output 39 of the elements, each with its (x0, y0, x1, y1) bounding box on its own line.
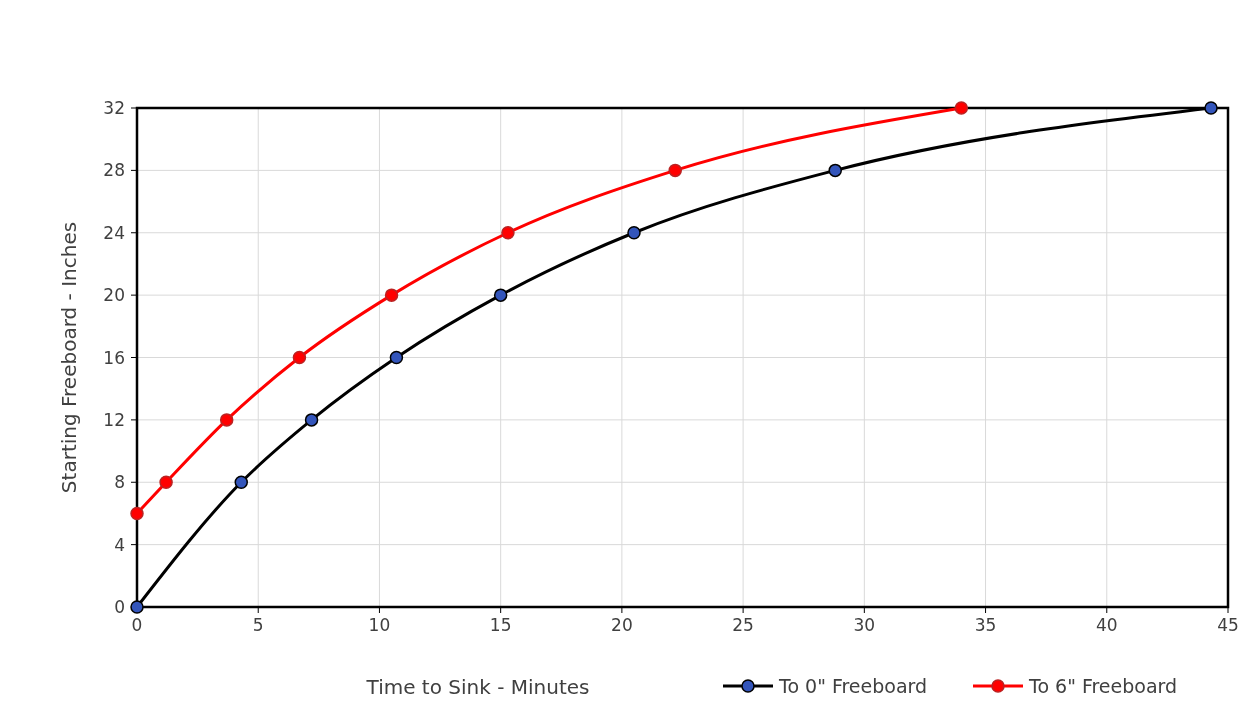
x-tick-label: 45 (1217, 615, 1239, 635)
x-axis-title: Time to Sink - Minutes (365, 675, 590, 699)
point (384, 288, 399, 302)
x-tick-label: 30 (853, 615, 876, 635)
point (389, 350, 404, 365)
y-tick-label: 32 (103, 98, 125, 118)
point (292, 350, 307, 365)
x-tick-label: 40 (1095, 615, 1118, 635)
point (304, 413, 319, 427)
x-tick-label: 20 (611, 615, 633, 635)
point (954, 101, 969, 115)
point (159, 475, 173, 489)
x-tick-label: 15 (489, 615, 512, 635)
point (493, 288, 508, 302)
x-tick-label: 25 (732, 615, 754, 635)
y-tick-label: 24 (103, 222, 125, 243)
y-tick-label: 16 (103, 347, 125, 368)
point (668, 163, 682, 178)
y-axis-title: Starting Freeboard - Inches (57, 221, 81, 494)
point (234, 475, 248, 489)
point (501, 226, 515, 240)
y-tick-label: 20 (103, 285, 125, 306)
point (130, 600, 144, 614)
y-tick-label: 8 (114, 472, 125, 493)
point (627, 226, 641, 240)
x-tick-label: 10 (368, 615, 391, 635)
y-tick-label: 0 (114, 597, 125, 617)
y-tick-label: 28 (103, 160, 125, 181)
point (1204, 101, 1218, 115)
point (828, 163, 842, 178)
legend-label: To 0" Freeboard (778, 675, 928, 697)
x-tick-label: 0 (131, 615, 143, 635)
x-tick-label: 5 (252, 615, 264, 635)
legend-label: To 6" Freeboard (1028, 675, 1178, 697)
y-tick-label: 4 (114, 534, 125, 555)
y-tick-label: 12 (103, 409, 125, 430)
point (219, 413, 234, 427)
x-tick-label: 35 (974, 615, 997, 635)
point (130, 506, 144, 521)
